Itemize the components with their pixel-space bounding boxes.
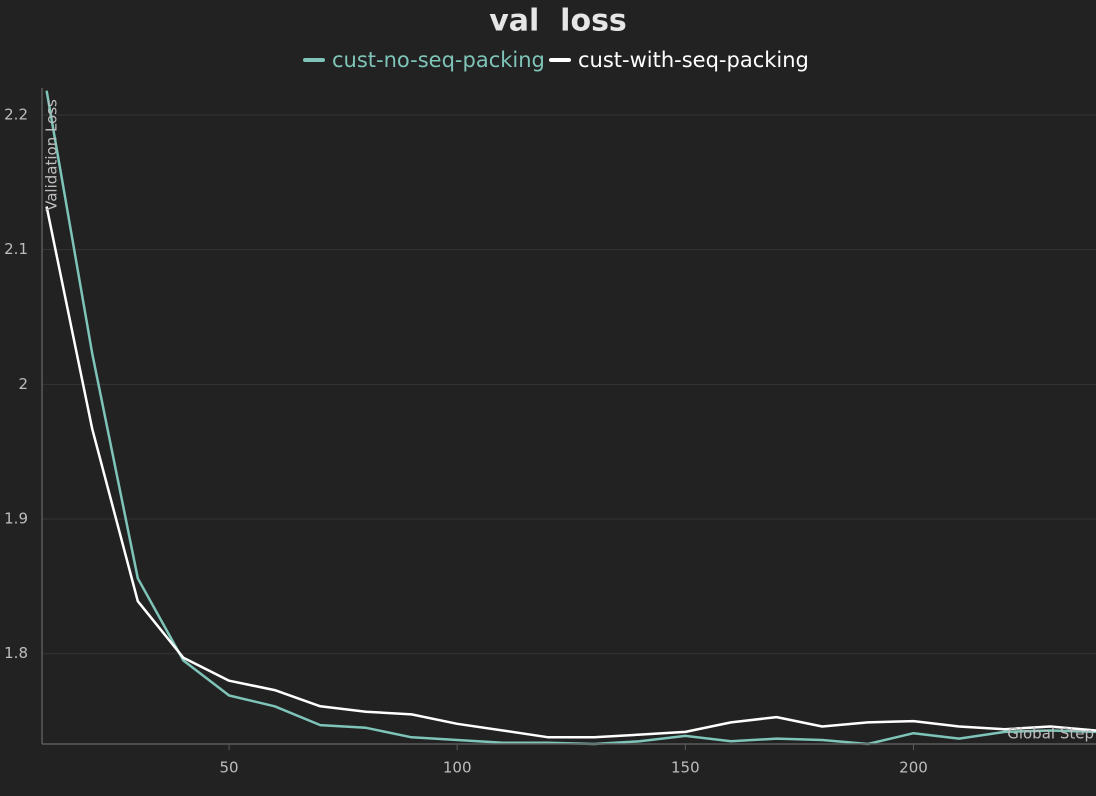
y-tick-label: 2.1 <box>4 240 28 258</box>
x-tick-label: 50 <box>220 759 239 777</box>
x-tick-label: 200 <box>899 759 928 777</box>
y-tick-label: 2 <box>18 375 28 393</box>
y-tick-label: 1.9 <box>4 510 28 528</box>
y-tick-label: 1.8 <box>4 644 28 662</box>
plot-area <box>45 90 1096 746</box>
y-axis-title: Validation Loss <box>43 99 61 211</box>
chart-title: val loss <box>489 4 627 39</box>
x-axis-title: Global Step <box>1007 725 1094 743</box>
legend: cust-no-seq-packing cust-with-seq-packing <box>303 48 809 72</box>
legend-label: cust-no-seq-packing <box>332 48 545 72</box>
x-tick-label: 100 <box>443 759 472 777</box>
y-tick-label: 2.2 <box>4 105 28 123</box>
series-line <box>45 206 1096 739</box>
x-tick-label: 150 <box>671 759 700 777</box>
grid: 1.8 1.9 2 2.1 2.2 50 100 150 200 <box>4 105 1096 777</box>
series-line <box>45 90 1096 746</box>
legend-label: cust-with-seq-packing <box>578 48 809 72</box>
